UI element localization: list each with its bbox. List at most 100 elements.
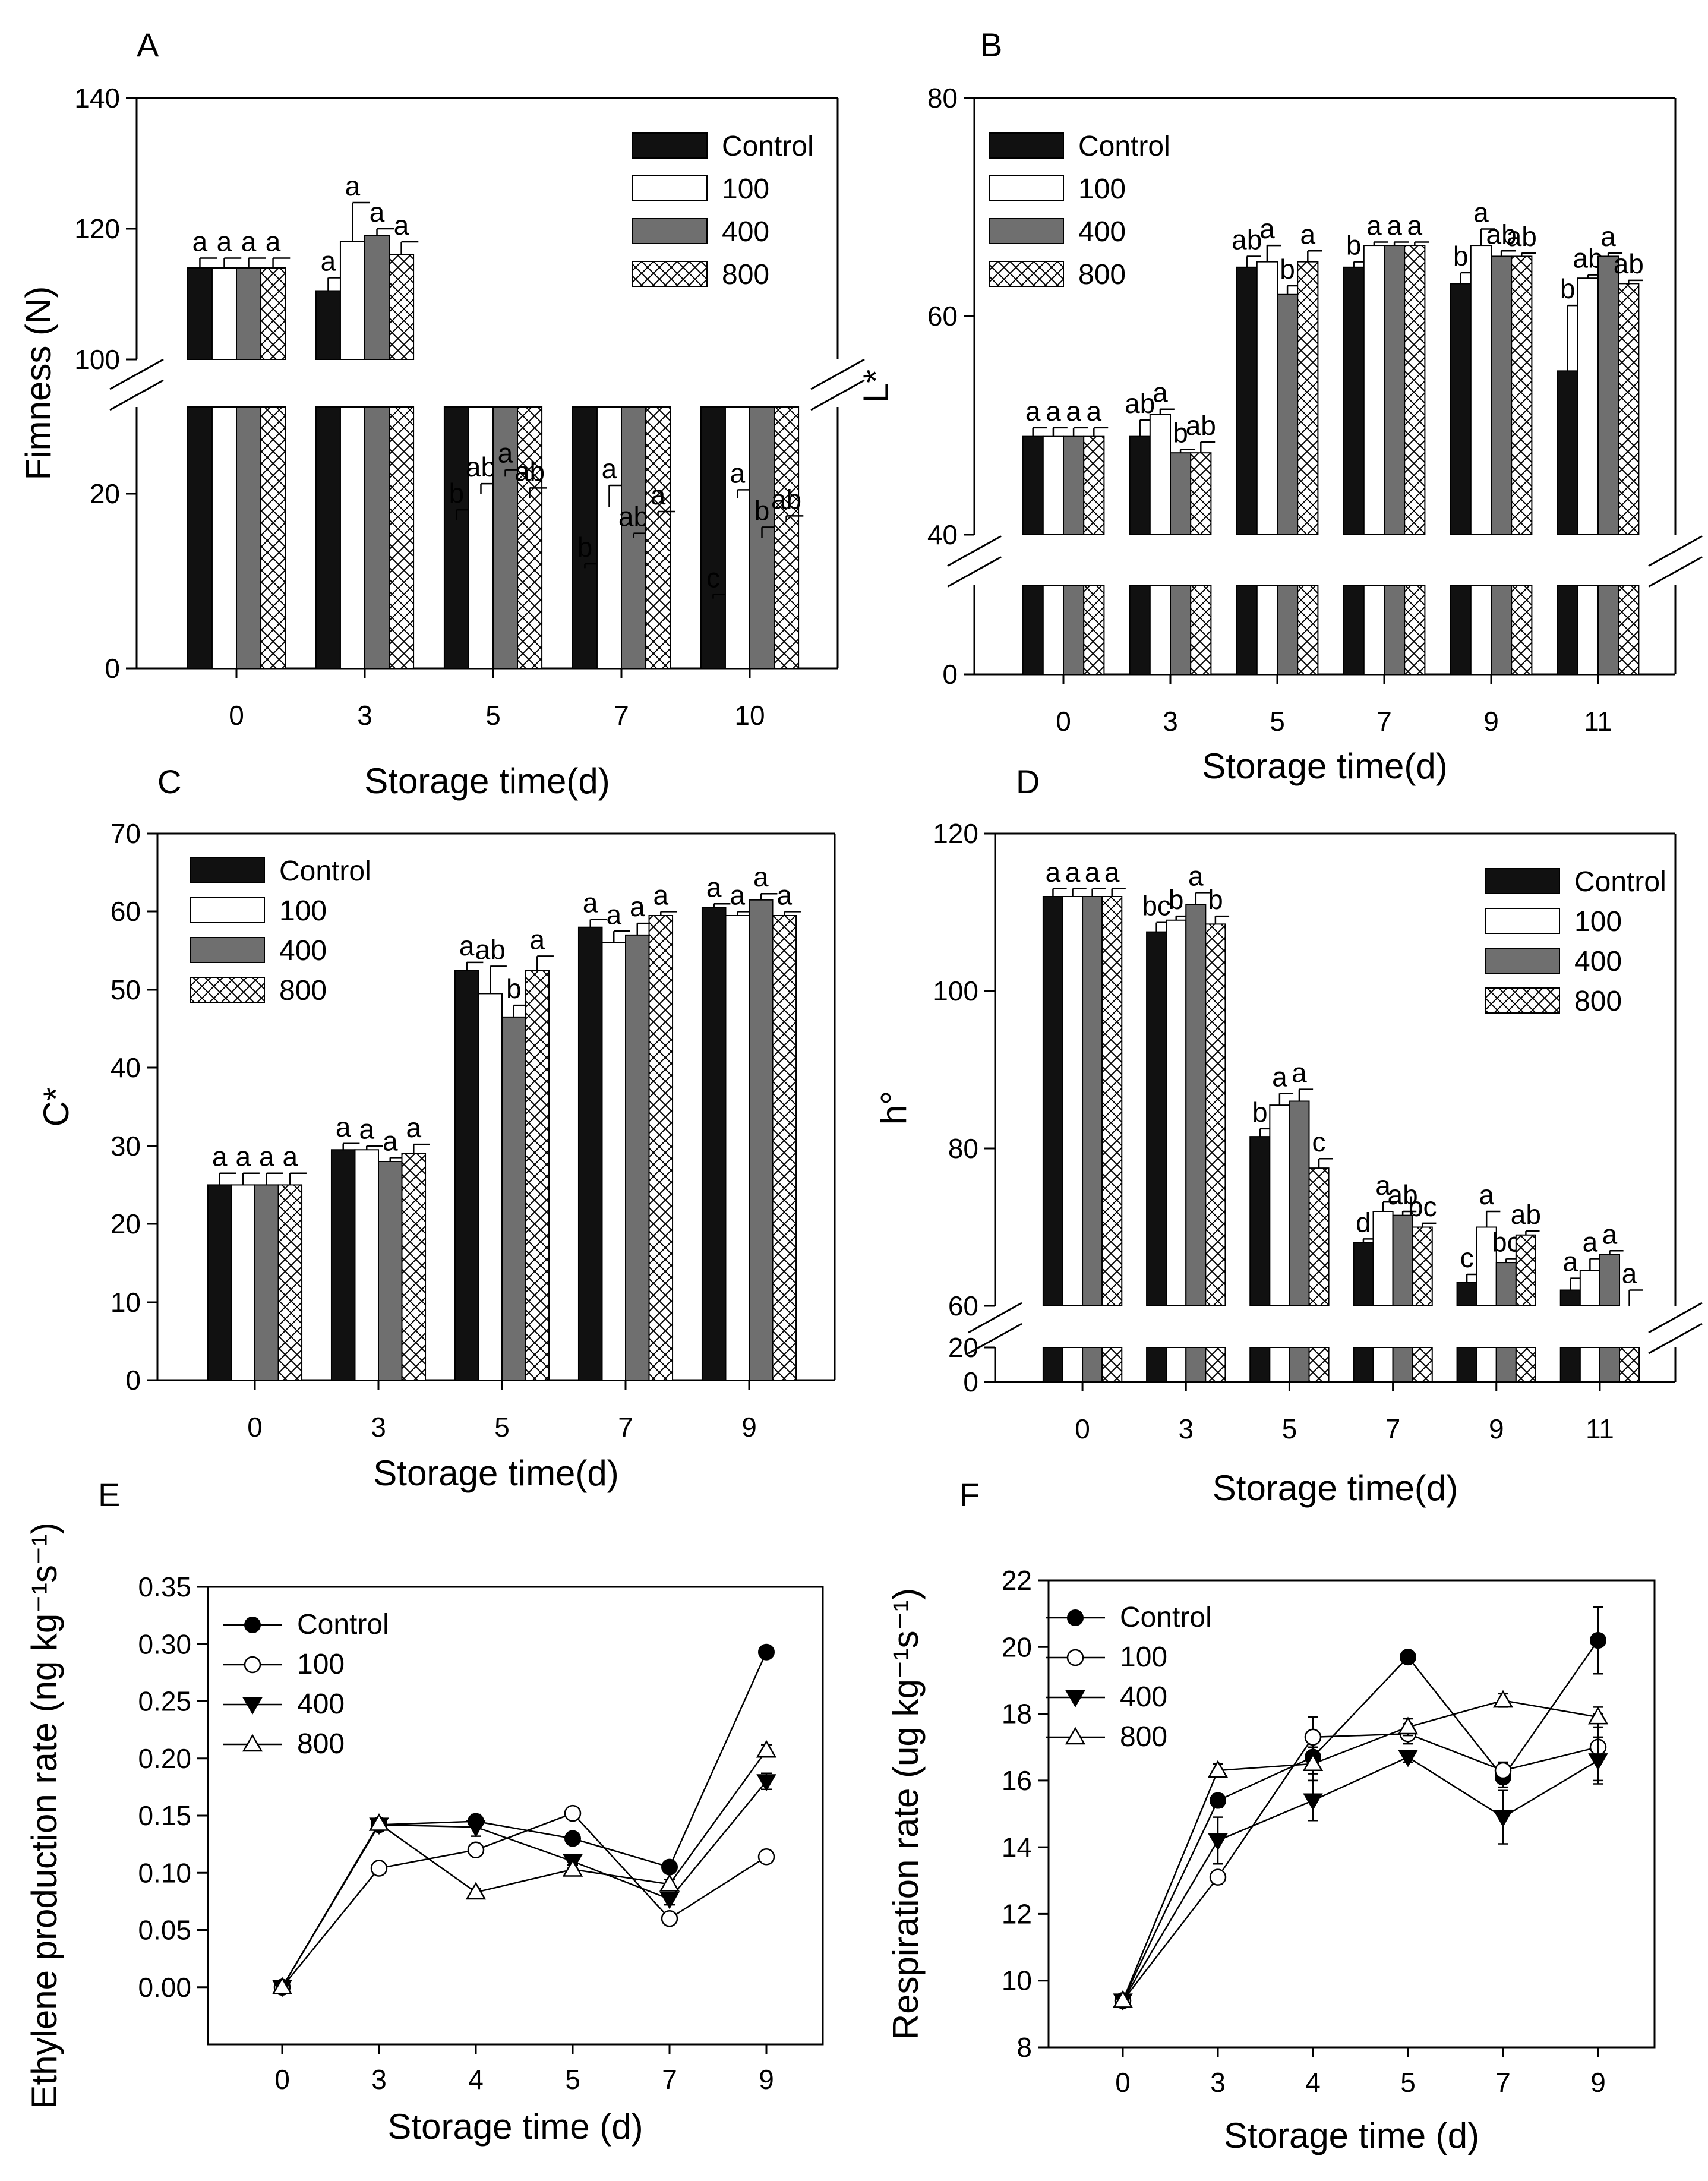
axis-break-mark xyxy=(109,379,164,411)
significance-letter: a xyxy=(1046,857,1061,888)
significance-letter: a xyxy=(321,246,336,277)
significance-letter: a xyxy=(212,1141,228,1172)
x-tick-label: 0 xyxy=(1056,706,1071,737)
significance-letter: a xyxy=(529,924,545,955)
panel-label: A xyxy=(137,26,159,64)
bar-control xyxy=(1343,266,1365,535)
significance-letter: a xyxy=(602,453,617,484)
marker-400 xyxy=(1303,1793,1323,1811)
bar-800 xyxy=(1618,585,1640,675)
bar-800 xyxy=(1412,1226,1433,1306)
significance-letter: ab xyxy=(771,484,801,515)
marker-100 xyxy=(564,1804,582,1822)
x-tick-label: 5 xyxy=(1282,1413,1297,1444)
x-tick-label: 11 xyxy=(1584,706,1612,737)
significance-letter: bc xyxy=(1142,891,1171,921)
marker-400 xyxy=(1208,1833,1228,1851)
significance-letter: a xyxy=(1562,1246,1578,1277)
bar-400 xyxy=(1170,585,1192,675)
bar-100 xyxy=(211,267,237,360)
legend-label: 800 xyxy=(1120,1721,1167,1753)
bar-control xyxy=(330,1149,356,1381)
bar-100 xyxy=(1269,1104,1290,1306)
legend-swatch xyxy=(989,261,1064,287)
significance-letter: ab xyxy=(514,456,545,487)
y-tick-label: 40 xyxy=(927,519,958,550)
axis-break-mark xyxy=(968,1323,1022,1355)
marker-800 xyxy=(465,1882,487,1900)
significance-letter: a xyxy=(1259,213,1275,244)
legend-label: 400 xyxy=(297,1688,345,1720)
significance-letter: a xyxy=(459,930,475,961)
bar-400 xyxy=(1491,585,1513,675)
significance-letter: a xyxy=(1479,1179,1494,1210)
marker-control xyxy=(1210,1792,1226,1809)
bar-100 xyxy=(1166,919,1187,1306)
bar-100 xyxy=(478,993,503,1381)
legend-label: 100 xyxy=(1574,906,1622,938)
legend-swatch xyxy=(989,218,1064,244)
y-tick-label: 20 xyxy=(948,1332,978,1363)
y-tick-label: 50 xyxy=(111,974,141,1005)
x-tick-label: 0 xyxy=(247,1412,263,1443)
marker-800 xyxy=(1207,1760,1229,1778)
x-tick-label: 7 xyxy=(1376,706,1392,737)
significance-letter: a xyxy=(753,861,769,892)
y-tick-label: 80 xyxy=(948,1133,978,1164)
axis-break-mark xyxy=(1648,535,1703,567)
y-tick-label: 70 xyxy=(111,818,141,849)
y-tick-label: 0 xyxy=(125,1365,141,1396)
significance-letter: ab xyxy=(1125,388,1155,419)
x-tick-label: 10 xyxy=(734,700,765,731)
significance-letter: ab xyxy=(618,501,649,532)
marker-800 xyxy=(1302,1753,1324,1772)
series-line-control xyxy=(281,1652,768,1988)
y-tick-label: 60 xyxy=(111,896,141,927)
y-tick-label: 60 xyxy=(948,1290,978,1321)
axis-break-mark xyxy=(1648,556,1703,588)
significance-letter: a xyxy=(606,899,621,930)
marker-800 xyxy=(756,1740,777,1758)
plot-frame xyxy=(1047,1579,1656,2049)
significance-letter: ab xyxy=(1232,224,1262,255)
bar-400 xyxy=(1491,255,1513,535)
marker-100 xyxy=(1066,1649,1084,1666)
y-tick-label: 20 xyxy=(1002,1631,1032,1662)
bar-400 xyxy=(1289,1347,1310,1383)
bar-control xyxy=(187,267,213,360)
significance-letter: ab xyxy=(1614,248,1644,279)
axis-break-mark xyxy=(1648,1323,1703,1355)
bar-400 xyxy=(378,1161,403,1381)
bar-800 xyxy=(389,254,415,360)
y-tick-label: 14 xyxy=(1002,1832,1032,1863)
bar-100 xyxy=(1042,435,1065,535)
bar-400 xyxy=(236,406,262,669)
x-tick-label: 4 xyxy=(468,2064,484,2095)
bar-control xyxy=(454,970,479,1381)
legend-label: 800 xyxy=(279,975,327,1006)
x-tick-label: 4 xyxy=(1305,2067,1321,2098)
bar-400 xyxy=(364,235,390,360)
significance-letter: a xyxy=(706,872,722,902)
significance-letter: ab xyxy=(475,934,506,965)
significance-letter: a xyxy=(730,879,745,910)
bar-100 xyxy=(339,241,366,360)
x-tick-label: 5 xyxy=(1400,2067,1416,2098)
bar-400 xyxy=(749,899,774,1381)
x-tick-label: 3 xyxy=(371,2064,387,2095)
significance-letter: a xyxy=(1622,1258,1637,1289)
bar-100 xyxy=(1149,414,1172,535)
x-axis-label: Storage time(d) xyxy=(1213,1468,1458,1508)
y-axis-label: Respiration rate (ug kg⁻¹s⁻¹) xyxy=(886,1588,926,2040)
x-axis-label: Storage time(d) xyxy=(1202,746,1448,786)
legend-label: Control xyxy=(1078,131,1170,162)
significance-letter: ab xyxy=(1486,219,1517,250)
axis-break-mark xyxy=(810,379,865,411)
significance-letter: a xyxy=(406,1112,421,1143)
legend-label: 800 xyxy=(1574,986,1622,1017)
bar-400 xyxy=(1063,585,1085,675)
legend-swatch xyxy=(632,218,708,244)
significance-letter: b xyxy=(1208,884,1223,915)
significance-letter: a xyxy=(1065,857,1081,888)
